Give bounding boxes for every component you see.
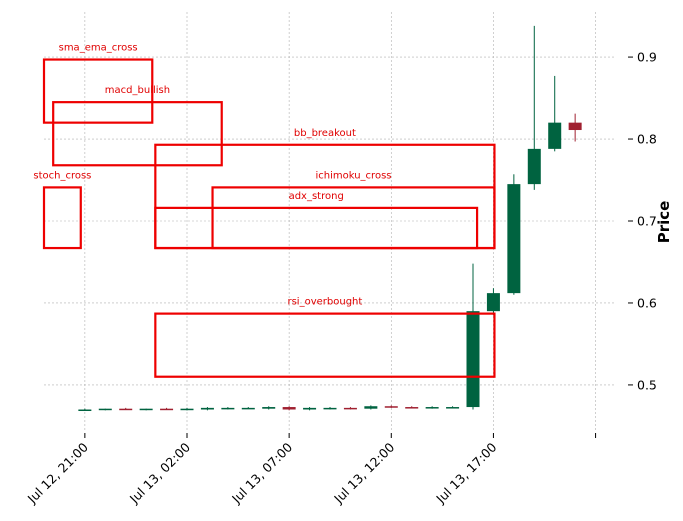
- y-tick-label: 0.6: [637, 295, 657, 310]
- annotation-label: adx_strong: [289, 191, 344, 202]
- candle-body: [262, 407, 276, 409]
- axes: 0.5 0.6 0.7 0.8 0.9 Jul 12, 21:00 Jul 13, 02:0…: [24, 50, 657, 507]
- candle-body: [486, 293, 500, 312]
- y-tick-label: 0.9: [637, 50, 657, 65]
- candle-body: [303, 407, 317, 410]
- candle-body: [241, 407, 255, 410]
- x-tick-label: Jul 13, 07:00: [228, 439, 295, 506]
- candle-body: [527, 148, 541, 185]
- annotation-box: [154, 206, 479, 250]
- candle-body: [466, 311, 480, 408]
- candle-body: [446, 407, 460, 409]
- annotation-label: bb_breakout: [294, 128, 356, 139]
- y-tick-label: 0.5: [637, 377, 657, 392]
- annotation-box: [211, 186, 496, 250]
- candle-body: [139, 408, 153, 411]
- candle-body: [119, 408, 133, 411]
- x-tick-label: Jul 12, 21:00: [24, 439, 91, 506]
- annotation-label: macd_bullish: [105, 85, 170, 96]
- y-axis-label: Price: [655, 201, 673, 244]
- candle-body: [364, 406, 378, 409]
- candle-body: [425, 407, 439, 409]
- candles: [78, 25, 582, 412]
- candle-body: [200, 407, 214, 410]
- x-tick-label: Jul 13, 17:00: [432, 439, 499, 506]
- annotation-box: [42, 186, 82, 250]
- grid: [44, 12, 616, 430]
- candle-body: [78, 409, 92, 412]
- candle-body: [98, 408, 112, 411]
- candle-body: [568, 122, 582, 131]
- annotation-label: ichimoku_cross: [315, 170, 391, 181]
- y-tick-label: 0.8: [637, 132, 657, 147]
- annotation-label: rsi_overbought: [287, 297, 362, 308]
- annotation-label: sma_ema_cross: [59, 43, 138, 54]
- candle-body: [548, 122, 562, 149]
- annotation-box: [154, 312, 496, 378]
- candle-body: [343, 407, 357, 410]
- candle-body: [282, 407, 296, 410]
- y-tick-label: 0.7: [637, 214, 657, 229]
- annotation-box: [42, 58, 154, 124]
- candle-body: [323, 407, 337, 410]
- candle-body: [384, 406, 398, 408]
- candle-body: [507, 184, 521, 294]
- candle-body: [405, 407, 419, 409]
- annotation-label: stoch_cross: [33, 170, 91, 181]
- annotation-boxes: sma_ema_cross macd_bullish bb_breakoutstoc…: [33, 43, 496, 378]
- candle-body: [221, 407, 235, 410]
- annotation-box: [52, 101, 223, 167]
- x-tick-label: Jul 13, 02:00: [126, 439, 193, 506]
- x-tick-label: Jul 13, 12:00: [330, 439, 397, 506]
- candle-body: [160, 408, 174, 411]
- candle-body: [180, 408, 194, 411]
